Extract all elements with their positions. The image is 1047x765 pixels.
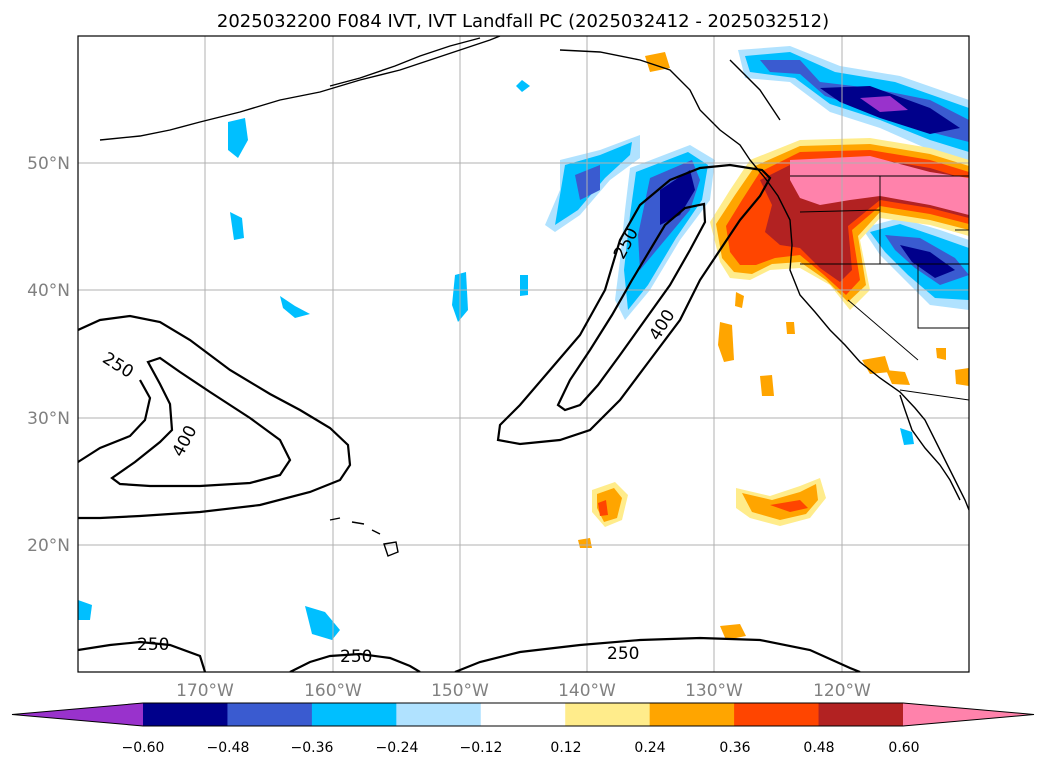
cbar-label-8: 0.36 xyxy=(719,740,750,756)
colorbar-swatch xyxy=(143,703,228,726)
contour-250-west-top xyxy=(78,379,152,463)
ivt-contours xyxy=(78,163,861,672)
blue-blob-2 xyxy=(230,212,244,240)
blue-blob-1 xyxy=(228,118,248,158)
contour-400-west xyxy=(110,356,292,488)
colorbar-extend-high xyxy=(903,703,1034,726)
warm-region-pnw-pink xyxy=(790,156,969,215)
blue-blob-5 xyxy=(305,606,340,640)
colorbar-swatch xyxy=(649,703,735,726)
colorbar-swatch xyxy=(565,703,651,726)
blue-blob-7 xyxy=(280,296,310,318)
map-frame xyxy=(77,35,970,673)
contour-250-ar xyxy=(496,163,772,446)
warm-blob-1 xyxy=(718,322,734,362)
figure-title: 2025032200 F084 IVT, IVT Landfall PC (20… xyxy=(217,11,829,32)
lon-label-130w: 130°W xyxy=(685,681,743,701)
colorbar: −0.60 −0.48 −0.36 −0.24 −0.12 0.12 0.24 … xyxy=(11,702,1035,756)
contour-250-south-left xyxy=(78,640,207,672)
map-panel: 250 400 250 400 250 250 250 xyxy=(77,35,970,673)
latitude-labels: 50°N 40°N 30°N 20°N xyxy=(27,154,70,556)
positive-pc-shading xyxy=(578,52,969,640)
warm-blob-4-core xyxy=(598,500,608,516)
colorbar-swatch xyxy=(480,703,566,726)
lon-label-150w: 150°W xyxy=(431,681,489,701)
cbar-label-10: 0.60 xyxy=(888,740,919,756)
cbar-label-3: −0.36 xyxy=(291,740,334,756)
warm-blob-5-inner xyxy=(742,484,818,520)
political-borders xyxy=(790,175,969,401)
negative-pc-shading xyxy=(78,46,969,640)
lat-label-40n: 40°N xyxy=(27,281,70,301)
colorbar-swatch xyxy=(734,703,820,726)
lon-label-120w: 120°W xyxy=(813,681,871,701)
lon-label-160w: 160°W xyxy=(304,681,362,701)
blue-blob-8 xyxy=(900,428,914,445)
colorbar-outline xyxy=(11,702,1035,727)
contour-label-250-south-left: 250 xyxy=(137,635,169,655)
colorbar-swatches xyxy=(11,702,1035,727)
warm-blob-12 xyxy=(786,322,795,334)
blue-blob-9 xyxy=(516,80,530,92)
warm-blob-13 xyxy=(936,348,946,360)
cbar-label-4: −0.24 xyxy=(376,740,419,756)
warm-blob-2 xyxy=(760,375,774,396)
lat-label-50n: 50°N xyxy=(27,154,70,174)
lat-label-20n: 20°N xyxy=(27,536,70,556)
colorbar-extend-low xyxy=(12,703,143,726)
blue-blob-6 xyxy=(78,600,92,620)
warm-blob-5-core xyxy=(770,500,808,512)
cbar-label-1: −0.60 xyxy=(122,740,165,756)
longitude-labels: 170°W 160°W 150°W 140°W 130°W 120°W xyxy=(176,681,871,701)
contour-250-south-right xyxy=(454,636,861,672)
cbar-label-2: −0.48 xyxy=(207,740,250,756)
colorbar-swatch xyxy=(818,703,904,726)
cbar-label-7: 0.24 xyxy=(634,740,665,756)
cbar-label-6: 0.12 xyxy=(550,740,581,756)
blue-region-inland-deep xyxy=(900,245,955,278)
coastlines xyxy=(99,36,969,557)
warm-blob-8 xyxy=(955,368,969,386)
colorbar-swatch xyxy=(311,703,397,726)
lon-label-140w: 140°W xyxy=(558,681,616,701)
warm-blob-11 xyxy=(645,52,670,72)
blue-blob-4 xyxy=(520,275,528,296)
cbar-label-5: −0.12 xyxy=(460,740,503,756)
purple-region-canada xyxy=(860,96,908,112)
colorbar-swatch xyxy=(396,703,482,726)
gridlines xyxy=(78,36,969,672)
blue-arm-ar-deep xyxy=(660,170,695,225)
lon-label-170w: 170°W xyxy=(176,681,234,701)
colorbar-swatch xyxy=(227,703,313,726)
warm-blob-3 xyxy=(735,292,744,308)
contour-label-250-south-mid: 250 xyxy=(340,647,372,667)
contour-label-250-south-right: 250 xyxy=(607,644,639,664)
warm-blob-7 xyxy=(886,370,910,385)
warm-blob-9 xyxy=(720,624,746,640)
lat-label-30n: 30°N xyxy=(27,409,70,429)
cbar-label-9: 0.48 xyxy=(803,740,834,756)
colorbar-tick-labels: −0.60 −0.48 −0.36 −0.24 −0.12 0.12 0.24 … xyxy=(122,740,920,756)
contour-400-ar xyxy=(556,202,707,412)
contour-250-west xyxy=(78,314,352,520)
contour-250-south-mid xyxy=(289,652,421,672)
